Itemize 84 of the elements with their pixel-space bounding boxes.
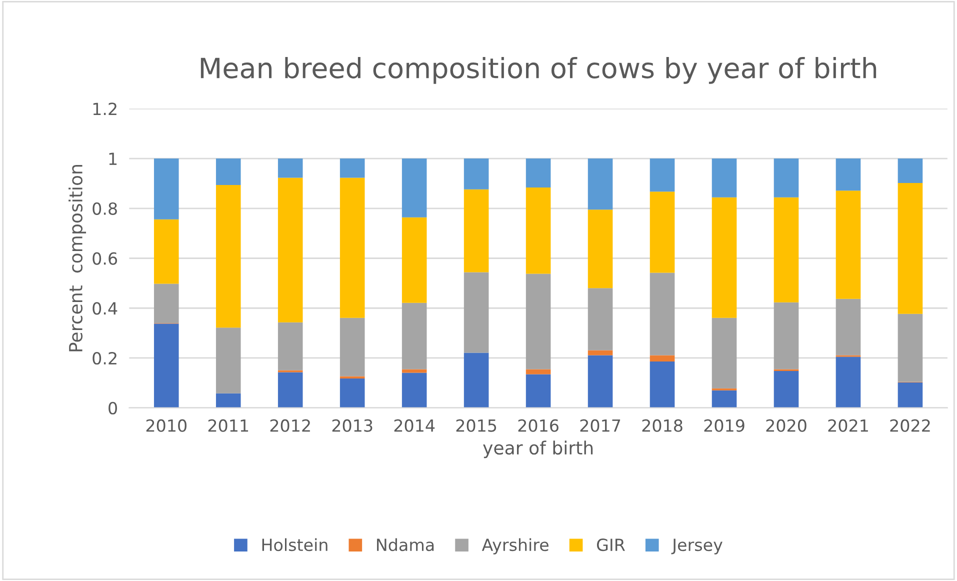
legend-label: Ndama — [377, 538, 434, 552]
bar — [340, 318, 365, 376]
legend-label: Ayrshire — [482, 538, 548, 554]
bar — [402, 369, 427, 373]
bar — [154, 158, 179, 220]
x-tick-label: 2016 — [518, 419, 558, 432]
bar — [712, 158, 737, 198]
bar — [402, 158, 427, 218]
bar — [402, 372, 427, 408]
x-tick-label: 2012 — [270, 419, 310, 432]
x-axis-title: year of birth — [483, 440, 593, 458]
bar — [464, 189, 489, 272]
x-tick-label: 2019 — [704, 419, 744, 432]
y-tick-label: 1 — [109, 152, 117, 165]
bar — [402, 217, 427, 303]
x-tick-label: 2017 — [580, 419, 620, 432]
bar — [712, 390, 737, 408]
bar — [464, 352, 489, 408]
legend-label: Holstein — [262, 538, 328, 552]
y-tick-label: 0.4 — [92, 302, 118, 315]
bar — [278, 322, 303, 370]
bar — [588, 210, 613, 288]
bar — [836, 298, 861, 356]
bar — [216, 393, 241, 408]
bar — [154, 324, 179, 408]
bar — [464, 158, 489, 190]
bar — [712, 318, 737, 388]
bar — [898, 182, 923, 314]
x-tick-label: 2014 — [394, 419, 435, 432]
bar — [526, 274, 551, 370]
bar — [712, 197, 737, 318]
bar — [340, 378, 365, 408]
bar — [154, 284, 179, 324]
x-tick-label: 2010 — [146, 419, 186, 432]
bar — [154, 219, 179, 284]
bar — [650, 361, 675, 408]
y-axis-title: Percent composition — [68, 165, 86, 352]
y-tick-label: 0.8 — [92, 202, 117, 215]
bar — [278, 158, 303, 178]
bar — [650, 272, 675, 356]
bar — [340, 178, 365, 318]
y-tick-label: 0 — [108, 402, 117, 414]
bar — [650, 158, 675, 192]
y-tick-label: 1.2 — [93, 102, 116, 115]
bar — [898, 382, 923, 408]
bar — [216, 184, 241, 328]
bar — [774, 197, 799, 302]
bar — [588, 355, 613, 408]
y-tick-label: 0.6 — [92, 252, 118, 265]
bar — [464, 272, 489, 353]
bar — [898, 314, 923, 382]
x-tick-label: 2013 — [332, 419, 372, 432]
legend-label: GIR — [596, 538, 625, 552]
bar — [402, 302, 427, 370]
x-tick-label: 2021 — [828, 419, 868, 432]
bar — [898, 158, 923, 183]
bar — [588, 288, 613, 350]
bar — [526, 369, 551, 374]
bar — [836, 356, 861, 408]
bar — [774, 302, 799, 370]
x-tick-label: 2022 — [890, 419, 930, 432]
bar — [216, 158, 241, 185]
y-tick-label: 0.2 — [92, 352, 116, 365]
bar — [650, 355, 675, 362]
x-tick-label: 2011 — [208, 419, 248, 432]
bar — [526, 158, 551, 188]
legend-label: Jersey — [671, 538, 722, 554]
x-tick-label: 2015 — [456, 419, 496, 432]
bar — [526, 187, 551, 274]
bar — [588, 158, 613, 210]
bar — [216, 328, 241, 394]
bar — [278, 178, 303, 322]
bar — [774, 370, 799, 408]
x-tick-label: 2018 — [642, 419, 682, 432]
bar — [836, 190, 861, 299]
chart-title: Mean breed composition of cows by year of birth — [200, 56, 876, 84]
bar — [340, 158, 365, 178]
bar — [774, 158, 799, 198]
x-tick-label: 2020 — [766, 419, 806, 432]
bar — [650, 192, 675, 273]
bar — [526, 374, 551, 408]
bar — [278, 372, 303, 408]
bar — [836, 158, 861, 191]
bar — [588, 350, 613, 356]
